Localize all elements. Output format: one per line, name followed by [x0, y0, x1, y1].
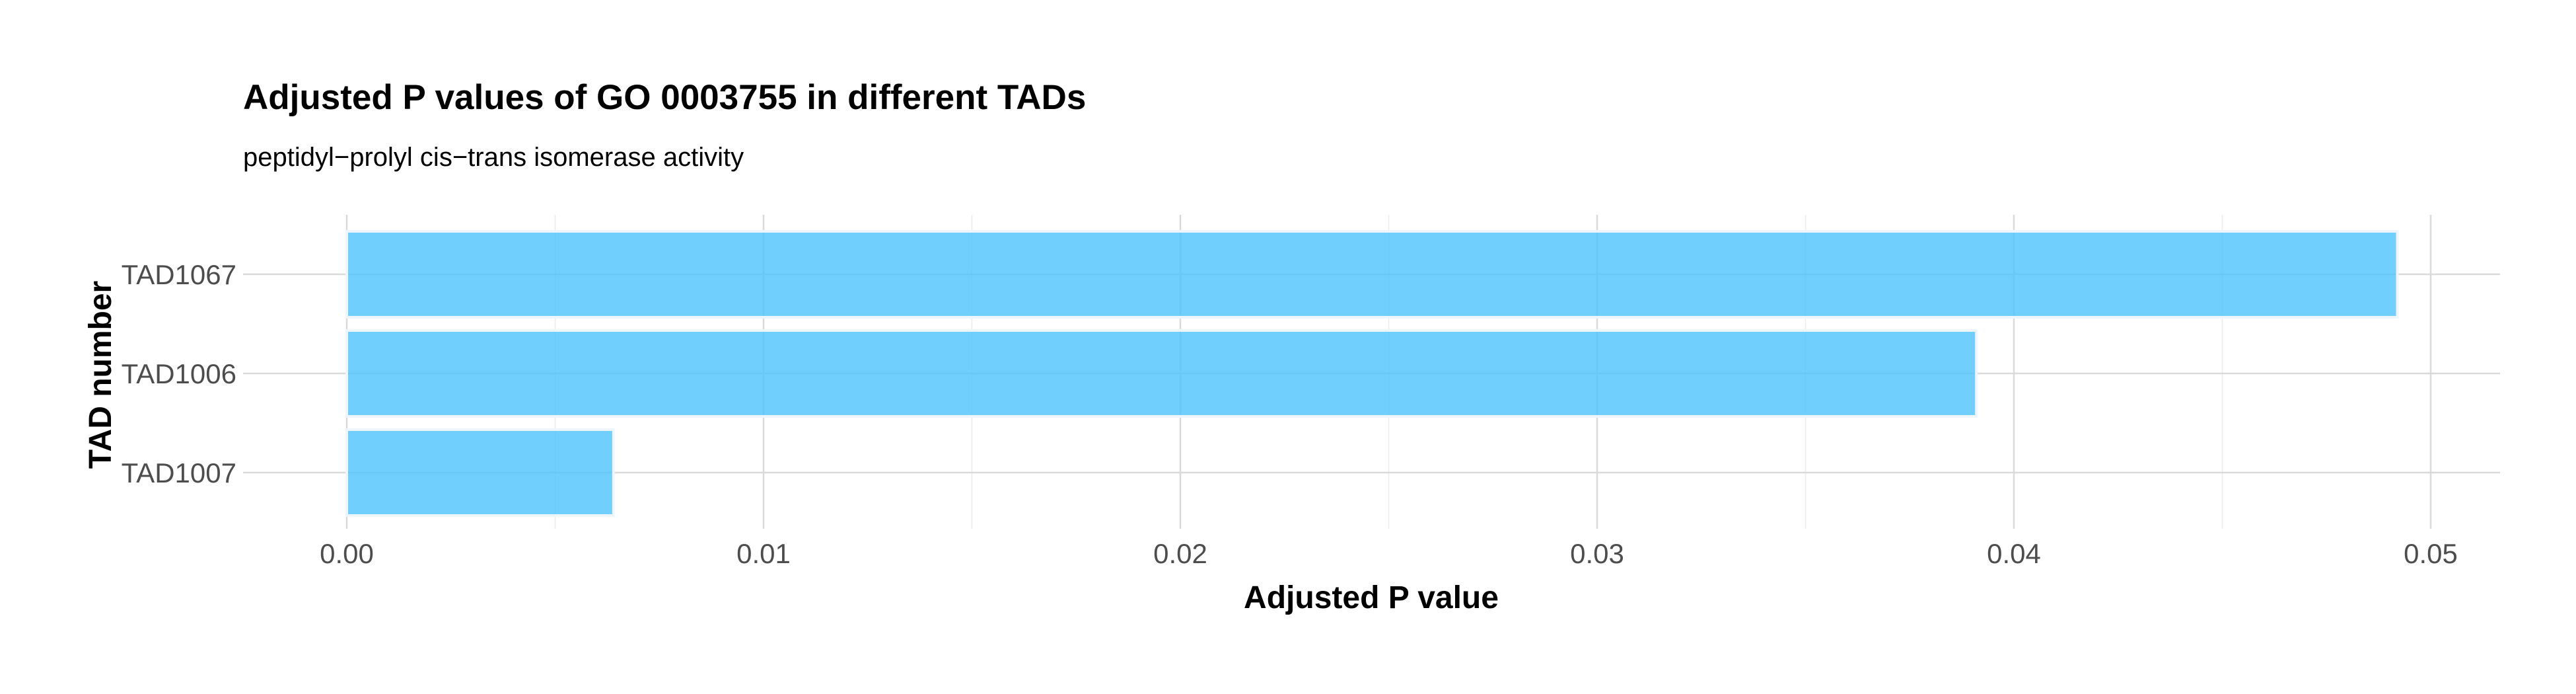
- x-tick-label: 0.01: [736, 538, 791, 569]
- chart-title: Adjusted P values of GO 0003755 in diffe…: [243, 78, 1086, 117]
- y-tick-label: TAD1006: [122, 358, 236, 389]
- bar: [345, 329, 1978, 418]
- x-tick-label: 0.02: [1153, 538, 1207, 569]
- x-tick-label: 0.00: [320, 538, 374, 569]
- y-tick-label: TAD1067: [122, 259, 236, 290]
- x-axis-title: Adjusted P value: [1244, 580, 1499, 615]
- bar: [345, 428, 615, 517]
- chart-subtitle: peptidyl−prolyl cis−trans isomerase acti…: [243, 143, 744, 172]
- bars: [345, 230, 2399, 517]
- x-tick-label: 0.05: [2404, 538, 2458, 569]
- bar: [345, 230, 2399, 319]
- y-axis-title: TAD number: [83, 281, 118, 469]
- x-tick-label: 0.04: [1987, 538, 2041, 569]
- x-axis-ticks: 0.00 0.01 0.02 0.03 0.04 0.05: [320, 538, 2458, 569]
- y-axis-ticks: TAD1067 TAD1006 TAD1007: [122, 259, 236, 488]
- y-tick-label: TAD1007: [122, 457, 236, 488]
- x-tick-label: 0.03: [1570, 538, 1624, 569]
